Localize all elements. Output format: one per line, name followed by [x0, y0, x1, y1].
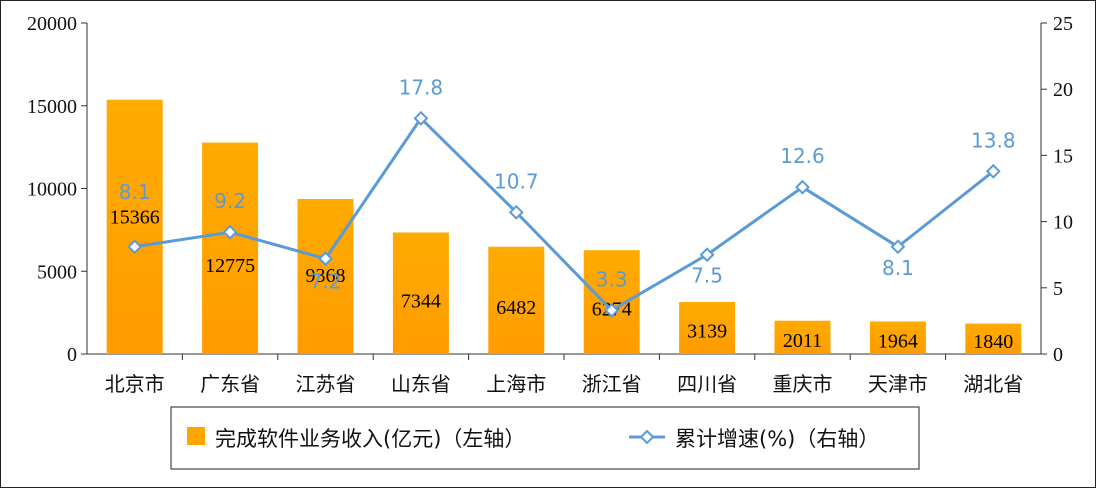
line-data-label: 13.8 [971, 128, 1016, 152]
legend-line-label: 累计增速(%)（右轴） [675, 427, 879, 451]
left-axis-tick-label: 15000 [27, 96, 77, 118]
bar-mark [392, 232, 449, 354]
left-axis-tick-label: 20000 [27, 13, 77, 35]
line-point [318, 251, 333, 267]
line-data-label: 10.7 [494, 169, 539, 193]
legend: 完成软件业务收入(亿元)（左轴） 累计增速(%)（右轴） [170, 406, 920, 470]
right-axis-tick-label: 0 [1053, 344, 1063, 366]
x-axis-category-label: 四川省 [677, 372, 737, 396]
bar-data-labels: 1536612775936873446482627431392011196418… [110, 207, 1014, 354]
right-axis-tick-label: 5 [1053, 278, 1063, 300]
bar-data-label: 7344 [401, 291, 441, 313]
bar-mark [202, 142, 259, 354]
x-axis-category-label: 广东省 [200, 372, 260, 396]
x-axis-category-label: 上海市 [486, 372, 546, 396]
line-data-labels: 8.1 9.2 7.2 17.8 10.7 3.3 7.5 12.6 8.1 13.8 [119, 75, 1016, 293]
x-axis-category-label: 浙江省 [582, 372, 642, 396]
line-point [222, 224, 238, 240]
bar-mark [774, 320, 831, 354]
legend-line-marker [639, 429, 655, 445]
right-axis: 0 5 10 15 20 25 [1040, 13, 1073, 366]
legend-box [170, 406, 920, 470]
bar-mark [297, 198, 354, 354]
line-data-label: 3.3 [596, 267, 628, 291]
left-axis-tick-label: 0 [67, 344, 77, 366]
legend-bar-swatch [187, 427, 205, 445]
bar-data-label: 3139 [687, 321, 727, 343]
right-axis-tick-label: 15 [1053, 145, 1073, 167]
x-axis-category-label: 天津市 [868, 372, 928, 396]
bar-data-label: 12775 [205, 255, 255, 277]
left-axis-tick-label: 5000 [37, 261, 77, 283]
bar-mark [488, 246, 545, 354]
x-axis-category-label: 重庆市 [773, 372, 833, 396]
line-data-label: 17.8 [399, 75, 444, 99]
line-path [133, 116, 995, 312]
line-series [127, 110, 1001, 318]
line-data-label: 12.6 [780, 144, 825, 168]
right-axis-tick-label: 20 [1053, 79, 1073, 101]
bar-mark [965, 323, 1022, 354]
line-point [413, 110, 429, 126]
line-data-label: 8.1 [882, 256, 914, 280]
x-axis-category-label: 江苏省 [296, 372, 356, 396]
line-data-label: 9.2 [214, 189, 246, 213]
x-axis-category-label: 北京市 [105, 372, 165, 396]
bar-series [106, 99, 1022, 354]
bar-data-label: 1964 [878, 330, 918, 352]
line-point [890, 239, 906, 255]
bar-data-label: 1840 [973, 331, 1013, 353]
right-axis-tick-label: 10 [1053, 212, 1073, 234]
bar-mark [679, 302, 736, 354]
line-point [604, 302, 620, 318]
bar-data-label: 2011 [783, 330, 822, 352]
bar-data-label: 6482 [496, 297, 536, 319]
bar-data-label: 9368 [306, 265, 346, 287]
bar-mark [583, 250, 640, 354]
line-point [508, 204, 524, 220]
right-axis-tick-label: 25 [1053, 13, 1073, 35]
left-axis: 0 5000 10000 15000 20000 [27, 13, 1041, 366]
line-data-label: 8.1 [119, 180, 151, 204]
line-point [795, 179, 810, 195]
line-point [127, 239, 143, 255]
legend-bar-label: 完成软件业务收入(亿元)（左轴） [215, 427, 525, 451]
x-axis-category-label: 山东省 [391, 372, 451, 396]
x-axis-category-label: 湖北省 [963, 372, 1023, 396]
line-point [985, 163, 1001, 179]
line-data-label: 7.5 [691, 264, 723, 288]
line-point [699, 247, 715, 263]
line-data-label: 7.2 [310, 270, 342, 294]
bar-data-label: 15366 [110, 207, 160, 229]
x-axis-categories: 北京市 广东省 江苏省 山东省 上海市 浙江省 四川省 重庆市 天津市 湖北省 [105, 354, 1023, 396]
bar-mark [869, 321, 926, 354]
left-axis-tick-label: 10000 [27, 179, 77, 201]
bar-mark [106, 99, 163, 354]
